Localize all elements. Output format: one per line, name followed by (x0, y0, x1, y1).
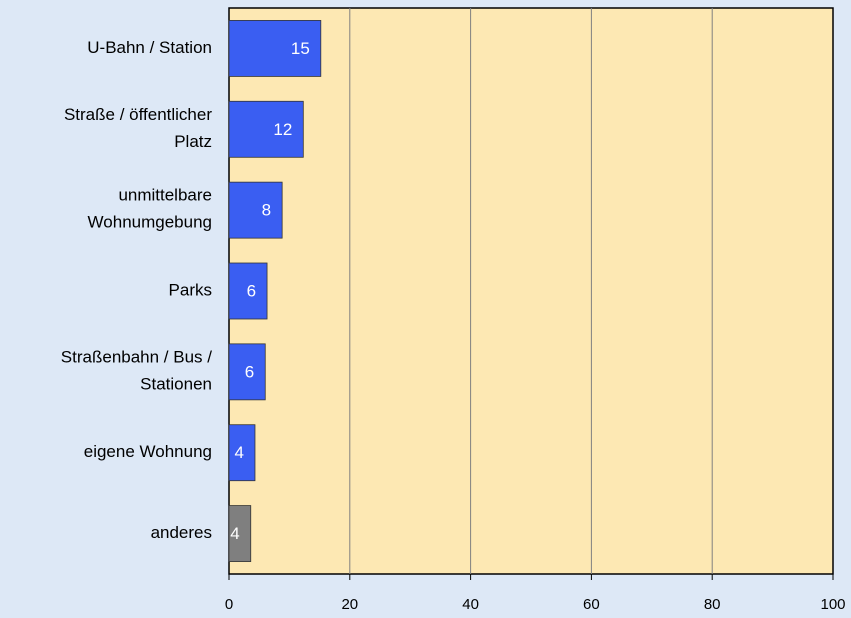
value-label: 6 (247, 281, 256, 300)
value-label: 4 (230, 524, 239, 543)
plot-area (228, 7, 834, 575)
y-tick-label: Straßenbahn / Bus / Stationen (61, 348, 212, 394)
y-tick-label: Parks (169, 280, 212, 299)
bar (228, 20, 322, 77)
bar (228, 100, 304, 158)
bar (228, 262, 268, 320)
x-tick-label: 20 (341, 596, 358, 613)
value-label: 6 (245, 362, 254, 381)
y-tick-label: Straße / öffentlicher Platz (64, 105, 212, 151)
bar (228, 424, 256, 482)
x-tick-label: 0 (225, 596, 233, 613)
x-tick-label: 100 (820, 596, 845, 613)
y-tick-label: U-Bahn / Station (87, 38, 212, 57)
value-label: 15 (291, 39, 310, 58)
value-label: 4 (235, 443, 244, 462)
value-label: 12 (273, 120, 292, 139)
x-tick-label: 80 (704, 596, 721, 613)
y-tick-label: unmittelbare Wohnumgebung (88, 186, 212, 232)
y-tick-label: eigene Wohnung (84, 442, 212, 461)
value-label: 8 (262, 201, 271, 220)
bar (228, 505, 252, 562)
y-tick-label: anderes (151, 523, 212, 542)
x-tick-label: 60 (583, 596, 600, 613)
bar (228, 181, 283, 239)
x-tick-label: 40 (462, 596, 479, 613)
bar (228, 343, 266, 401)
